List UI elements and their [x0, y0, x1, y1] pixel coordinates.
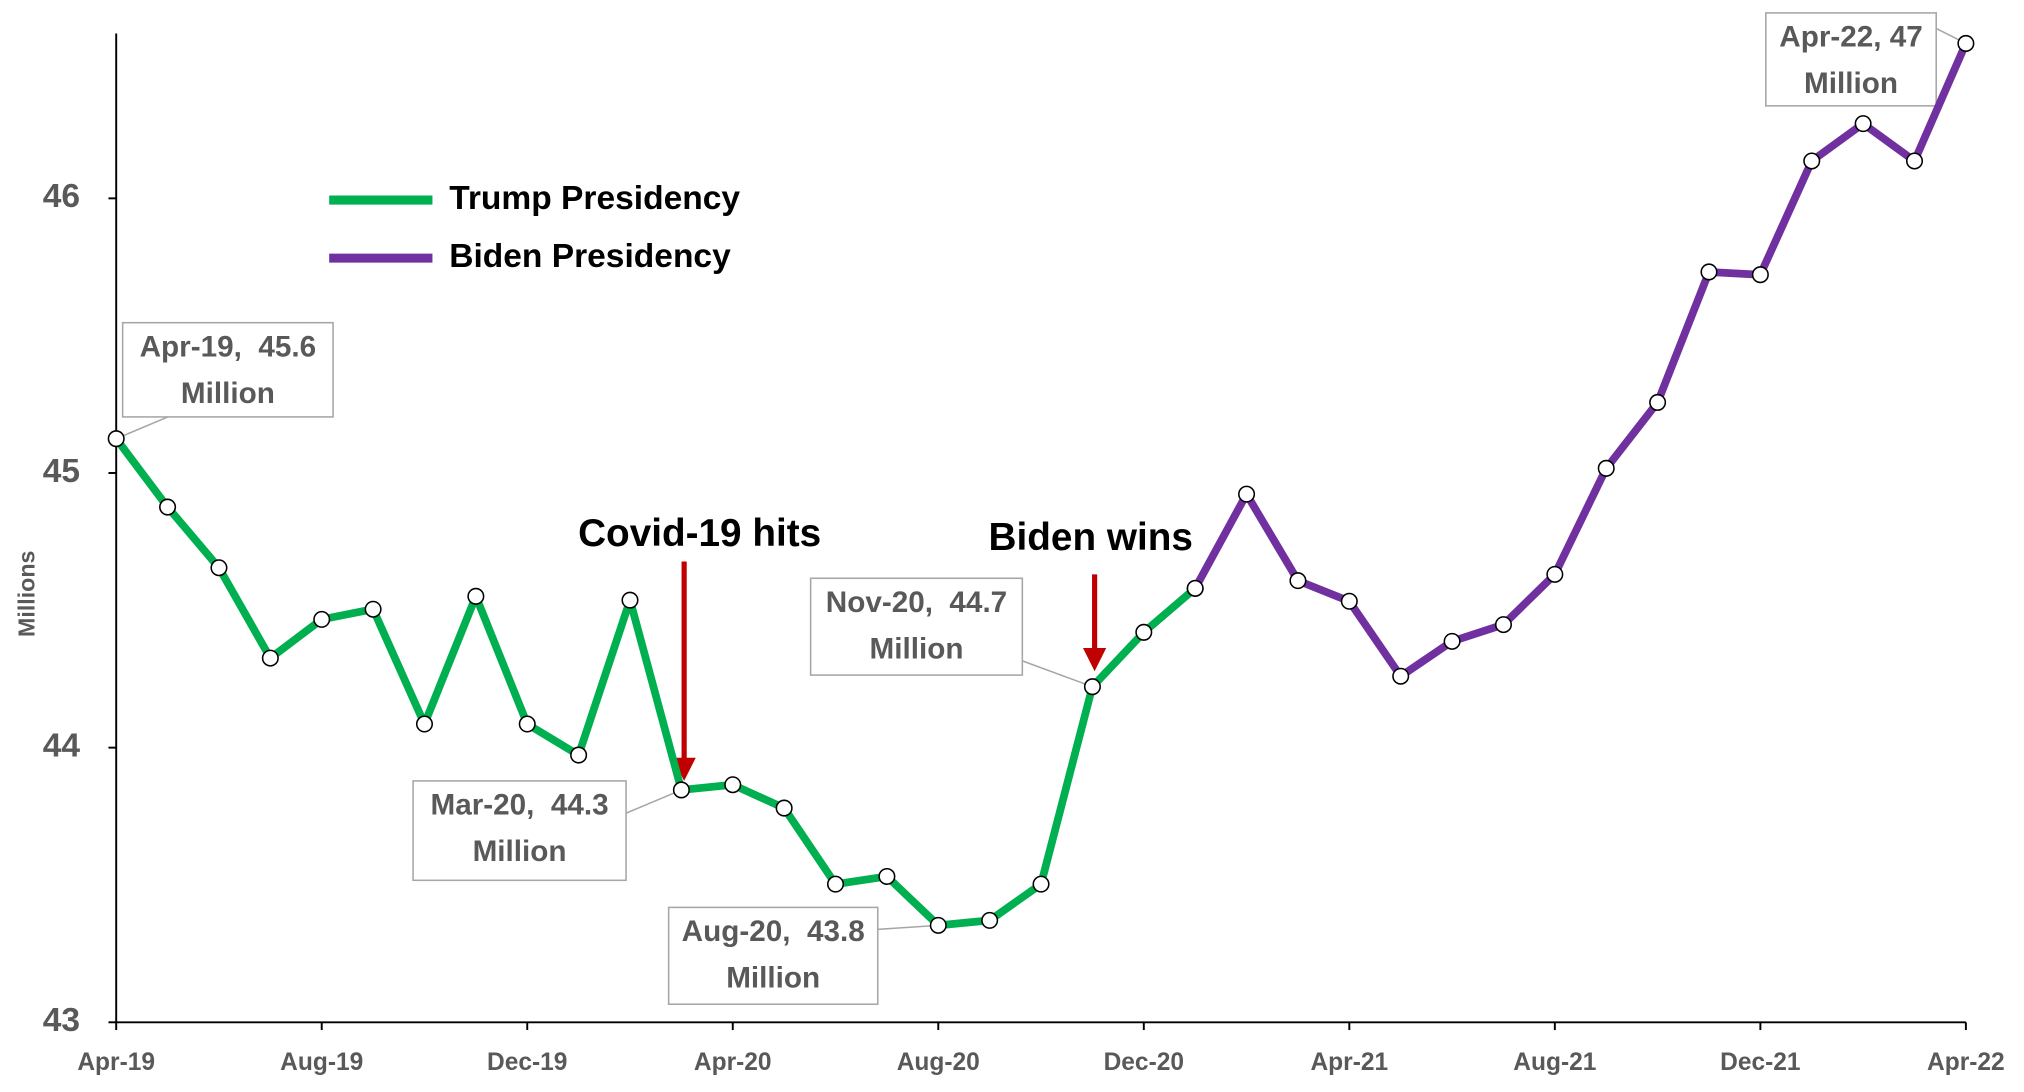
data-point — [827, 875, 845, 893]
y-tick-label: 43 — [43, 1002, 80, 1039]
data-point — [1392, 667, 1410, 685]
x-tick-label: Apr-19 — [77, 1049, 155, 1076]
data-point — [1032, 875, 1050, 893]
callout-leader — [1022, 660, 1093, 688]
event-label: Biden wins — [989, 516, 1193, 559]
callout-text: Mar-20, 44.3 — [430, 789, 608, 822]
event-label: Covid-19 hits — [578, 512, 821, 555]
callout-text: Million — [181, 377, 275, 410]
data-point — [415, 715, 433, 733]
x-tick-label: Apr-21 — [1310, 1049, 1388, 1076]
data-point — [1649, 393, 1667, 411]
data-point — [1289, 572, 1307, 590]
callout-text: Million — [1804, 67, 1898, 100]
data-point — [313, 610, 331, 628]
data-point — [724, 776, 742, 794]
data-point — [929, 916, 947, 934]
x-tick-label: Apr-20 — [694, 1049, 772, 1076]
callout-leader — [115, 416, 169, 440]
data-point — [1135, 623, 1153, 641]
x-tick-label: Dec-21 — [1720, 1049, 1800, 1076]
callout-leader — [625, 789, 682, 814]
data-point — [621, 591, 639, 609]
data-point — [467, 587, 485, 605]
x-tick-label: Dec-19 — [487, 1049, 567, 1076]
data-point — [518, 715, 536, 733]
callout-box — [412, 780, 627, 882]
callout-text: Apr-22, 47 — [1779, 21, 1922, 54]
data-point — [878, 867, 896, 885]
data-point — [1494, 616, 1512, 634]
legend-label: Biden Presidency — [449, 238, 731, 275]
callout-leader — [877, 924, 939, 931]
callout-box — [121, 321, 334, 418]
data-point — [1700, 263, 1718, 281]
callout-text: Nov-20, 44.7 — [826, 586, 1007, 619]
event-arrowhead — [672, 757, 696, 781]
callout-box — [809, 577, 1024, 676]
x-tick-label: Dec-20 — [1104, 1049, 1184, 1076]
callout-text: Apr-19, 45.6 — [140, 330, 316, 363]
callout-text: Million — [726, 962, 820, 995]
x-tick-label: Apr-22 — [1927, 1049, 2005, 1076]
data-point — [570, 746, 588, 764]
callout-text: Million — [870, 632, 964, 665]
data-point — [1083, 678, 1101, 696]
data-point — [775, 799, 793, 817]
y-axis-label: Millions — [14, 551, 40, 637]
data-point — [1854, 115, 1872, 133]
data-point — [210, 559, 228, 577]
data-point — [159, 498, 177, 516]
y-tick-label: 45 — [43, 453, 80, 490]
data-point — [1597, 459, 1615, 477]
y-tick-label: 46 — [43, 178, 80, 215]
data-point — [1443, 632, 1461, 650]
series-line — [1191, 41, 1970, 681]
x-tick-label: Aug-19 — [280, 1049, 363, 1076]
data-point — [1340, 592, 1358, 610]
data-point — [261, 649, 279, 667]
x-tick-label: Aug-20 — [897, 1049, 980, 1076]
data-point — [364, 600, 382, 618]
x-tick-label: Aug-21 — [1513, 1049, 1596, 1076]
data-point — [672, 781, 690, 799]
data-point — [1238, 485, 1256, 503]
data-point — [1803, 152, 1821, 170]
data-point — [1751, 266, 1769, 284]
legend-label: Trump Presidency — [449, 180, 740, 217]
event-arrowhead — [1082, 647, 1107, 672]
callout-text: Aug-20, 43.8 — [682, 915, 865, 948]
callout-text: Million — [473, 835, 567, 868]
data-point — [1546, 565, 1564, 583]
callout-box — [667, 906, 879, 1006]
data-point — [981, 911, 999, 929]
data-point — [1905, 152, 1924, 170]
data-point — [107, 430, 125, 448]
y-tick-label: 44 — [43, 728, 81, 765]
series-line — [113, 436, 1198, 930]
callout-box — [1765, 12, 1937, 107]
data-point — [1186, 579, 1204, 597]
data-point — [1957, 34, 1975, 52]
